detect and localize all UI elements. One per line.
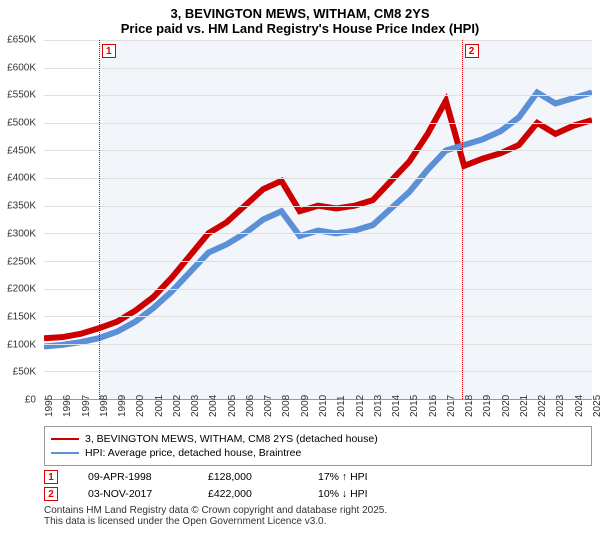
txn-delta: 17% ↑ HPI bbox=[318, 471, 398, 483]
y-tick-label: £150K bbox=[7, 311, 36, 322]
x-tick-label: 2012 bbox=[355, 395, 366, 417]
line-series bbox=[44, 40, 592, 399]
y-tick-label: £100K bbox=[7, 339, 36, 350]
x-tick-label: 2024 bbox=[574, 395, 585, 417]
x-tick-label: 2011 bbox=[336, 395, 347, 417]
gridline bbox=[44, 261, 592, 262]
table-row: 2 03-NOV-2017 £422,000 10% ↓ HPI bbox=[44, 487, 592, 501]
gridline bbox=[44, 40, 592, 41]
txn-date: 09-APR-1998 bbox=[88, 471, 178, 483]
legend-label: 3, BEVINGTON MEWS, WITHAM, CM8 2YS (deta… bbox=[85, 433, 378, 445]
x-tick-label: 2008 bbox=[281, 395, 292, 417]
x-tick-label: 2002 bbox=[172, 395, 183, 417]
x-tick-label: 2023 bbox=[555, 395, 566, 417]
legend-label: HPI: Average price, detached house, Brai… bbox=[85, 447, 301, 459]
chart-title: 3, BEVINGTON MEWS, WITHAM, CM8 2YS Price… bbox=[0, 0, 600, 40]
x-tick-label: 2001 bbox=[154, 395, 165, 417]
gridline bbox=[44, 316, 592, 317]
marker-badge: 2 bbox=[44, 487, 58, 501]
legend-swatch bbox=[51, 438, 79, 440]
legend-item-hpi: HPI: Average price, detached house, Brai… bbox=[51, 447, 585, 459]
footer-attribution: Contains HM Land Registry data © Crown c… bbox=[44, 505, 592, 527]
x-tick-label: 2014 bbox=[391, 395, 402, 417]
gridline bbox=[44, 344, 592, 345]
marker-badge: 2 bbox=[465, 44, 479, 58]
txn-price: £422,000 bbox=[208, 488, 288, 500]
gridline bbox=[44, 371, 592, 372]
x-tick-label: 2013 bbox=[373, 395, 384, 417]
transactions-table: 1 09-APR-1998 £128,000 17% ↑ HPI 2 03-NO… bbox=[44, 470, 592, 501]
x-tick-label: 2021 bbox=[519, 395, 530, 417]
gridline bbox=[44, 68, 592, 69]
gridline bbox=[44, 123, 592, 124]
y-tick-label: £50K bbox=[13, 367, 36, 378]
footer-line: This data is licensed under the Open Gov… bbox=[44, 516, 592, 527]
y-tick-label: £600K bbox=[7, 62, 36, 73]
x-tick-label: 1997 bbox=[81, 395, 92, 417]
gridline bbox=[44, 150, 592, 151]
plot-region: 12 bbox=[44, 40, 592, 400]
gridline bbox=[44, 233, 592, 234]
x-tick-label: 2017 bbox=[446, 395, 457, 417]
marker-line bbox=[462, 40, 463, 399]
gridline bbox=[44, 289, 592, 290]
y-tick-label: £550K bbox=[7, 90, 36, 101]
y-tick-label: £350K bbox=[7, 201, 36, 212]
x-tick-label: 2016 bbox=[428, 395, 439, 417]
x-tick-label: 2022 bbox=[537, 395, 548, 417]
txn-delta: 10% ↓ HPI bbox=[318, 488, 398, 500]
footer-line: Contains HM Land Registry data © Crown c… bbox=[44, 505, 592, 516]
y-tick-label: £250K bbox=[7, 256, 36, 267]
x-tick-label: 2025 bbox=[592, 395, 600, 417]
y-tick-label: £200K bbox=[7, 284, 36, 295]
y-tick-label: £0 bbox=[25, 395, 36, 406]
x-tick-label: 2020 bbox=[501, 395, 512, 417]
x-axis: 1995199619971998199920002001200220032004… bbox=[44, 400, 592, 420]
y-tick-label: £650K bbox=[7, 35, 36, 46]
x-tick-label: 2004 bbox=[208, 395, 219, 417]
legend-swatch bbox=[51, 452, 79, 454]
gridline bbox=[44, 206, 592, 207]
x-tick-label: 1995 bbox=[44, 395, 55, 417]
x-tick-label: 2003 bbox=[190, 395, 201, 417]
y-tick-label: £400K bbox=[7, 173, 36, 184]
x-tick-label: 2015 bbox=[409, 395, 420, 417]
legend-item-price-paid: 3, BEVINGTON MEWS, WITHAM, CM8 2YS (deta… bbox=[51, 433, 585, 445]
x-tick-label: 1999 bbox=[117, 395, 128, 417]
series-line-price_paid bbox=[44, 101, 592, 338]
title-line-2: Price paid vs. HM Land Registry's House … bbox=[0, 21, 600, 36]
marker-badge: 1 bbox=[44, 470, 58, 484]
title-line-1: 3, BEVINGTON MEWS, WITHAM, CM8 2YS bbox=[0, 6, 600, 21]
marker-badge: 1 bbox=[102, 44, 116, 58]
x-tick-label: 2007 bbox=[263, 395, 274, 417]
table-row: 1 09-APR-1998 £128,000 17% ↑ HPI bbox=[44, 470, 592, 484]
x-tick-label: 2010 bbox=[318, 395, 329, 417]
y-tick-label: £300K bbox=[7, 228, 36, 239]
txn-price: £128,000 bbox=[208, 471, 288, 483]
x-tick-label: 2009 bbox=[300, 395, 311, 417]
legend: 3, BEVINGTON MEWS, WITHAM, CM8 2YS (deta… bbox=[44, 426, 592, 466]
y-tick-label: £500K bbox=[7, 118, 36, 129]
x-tick-label: 2006 bbox=[245, 395, 256, 417]
gridline bbox=[44, 95, 592, 96]
x-tick-label: 2018 bbox=[464, 395, 475, 417]
txn-date: 03-NOV-2017 bbox=[88, 488, 178, 500]
y-tick-label: £450K bbox=[7, 145, 36, 156]
x-tick-label: 1998 bbox=[99, 395, 110, 417]
x-tick-label: 2000 bbox=[135, 395, 146, 417]
x-tick-label: 2005 bbox=[227, 395, 238, 417]
y-axis: £0£50K£100K£150K£200K£250K£300K£350K£400… bbox=[0, 40, 40, 400]
marker-line bbox=[99, 40, 100, 399]
chart-area: £0£50K£100K£150K£200K£250K£300K£350K£400… bbox=[38, 40, 592, 420]
x-tick-label: 1996 bbox=[62, 395, 73, 417]
series-line-hpi bbox=[44, 92, 592, 346]
gridline bbox=[44, 178, 592, 179]
x-tick-label: 2019 bbox=[482, 395, 493, 417]
